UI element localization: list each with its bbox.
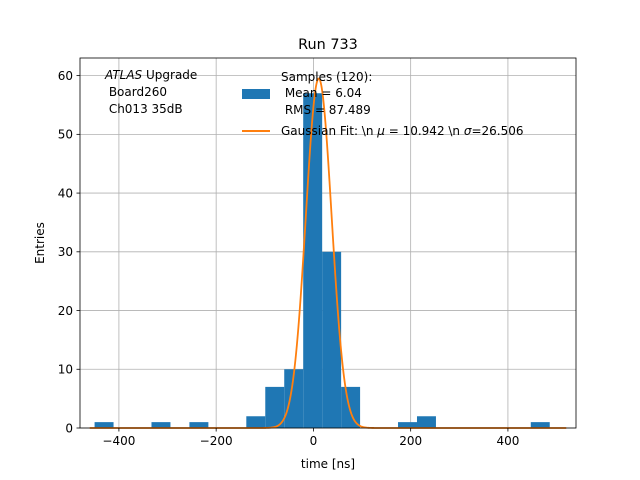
x-tick-label: −400 (102, 434, 135, 448)
legend-fit-label: Gaussian Fit: \n μ = 10.942 \n σ=26.506 (281, 124, 524, 138)
plot-frame (79, 57, 577, 429)
annotation-line-3: Ch013 35dB (105, 102, 183, 116)
x-tick-label: 200 (399, 434, 422, 448)
x-tick-label: −200 (200, 434, 233, 448)
histogram-bar (322, 251, 342, 428)
atlas-annotation: ATLAS Upgrade Board260 Ch013 35dB (104, 68, 197, 116)
y-tick-label: 20 (58, 304, 73, 318)
y-tick-label: 50 (58, 128, 73, 142)
histogram-bar (94, 422, 114, 428)
legend: Samples (120): Mean = 6.04 RMS = 87.489 … (242, 70, 524, 138)
y-tick-label: 30 (58, 245, 73, 259)
histogram-bar (416, 416, 436, 428)
y-tick-label: 60 (58, 69, 73, 83)
y-tick-label: 10 (58, 363, 73, 377)
chart-title: Run 733 (298, 37, 358, 53)
y-tick-label: 0 (65, 421, 73, 435)
legend-histogram-rms: RMS = 87.489 (281, 103, 371, 117)
annotation-italic: ATLAS (104, 68, 143, 82)
histogram-bar (151, 422, 171, 428)
legend-histogram-mean: Mean = 6.04 (281, 86, 362, 100)
legend-histogram-title: Samples (120): (281, 70, 372, 84)
y-tick-label: 40 (58, 186, 73, 200)
x-tick-label: 0 (310, 434, 318, 448)
axis-ticks: −400 −200 0 200 400 0 10 20 30 40 50 60 (58, 69, 520, 448)
x-axis-label: time [ns] (301, 457, 355, 471)
histogram-bar (265, 386, 285, 428)
histogram-bar (284, 369, 304, 428)
histogram-bar (398, 422, 417, 428)
histogram-bar (303, 93, 323, 428)
y-axis-label: Entries (33, 222, 47, 264)
legend-histogram-swatch (242, 89, 270, 99)
x-tick-label: 400 (496, 434, 519, 448)
svg-text:ATLAS Upgrade: ATLAS Upgrade (104, 68, 197, 82)
histogram-bar (530, 422, 550, 428)
histogram-bar (246, 416, 266, 428)
histogram-bar (189, 422, 209, 428)
annotation-line-1-rest: Upgrade (142, 68, 197, 82)
histogram-bar (341, 386, 361, 428)
annotation-line-2: Board260 (105, 85, 167, 99)
